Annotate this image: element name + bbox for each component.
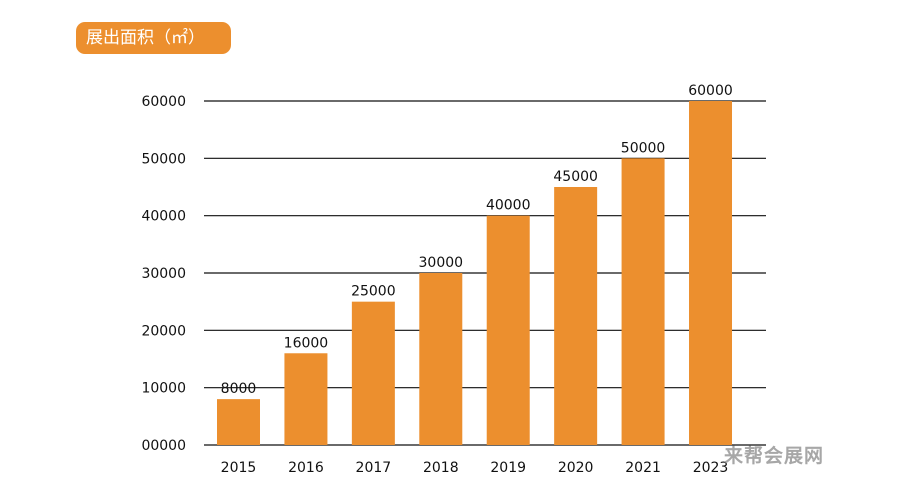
bar-value-label: 30000: [419, 255, 464, 271]
x-tick-label: 2023: [693, 460, 729, 476]
x-tick-label: 2017: [356, 460, 392, 476]
y-tick-label: 00000: [141, 438, 186, 454]
bar-value-label: 25000: [351, 284, 396, 300]
x-tick-label: 2016: [288, 460, 324, 476]
x-tick-label: 2019: [490, 460, 526, 476]
bar-value-label: 8000: [221, 381, 257, 397]
bar: [486, 215, 530, 445]
watermark-text: 来帮会展网: [724, 445, 825, 467]
y-tick-label: 20000: [141, 323, 186, 339]
x-tick-label: 2021: [625, 460, 661, 476]
bar-value-label: 60000: [688, 83, 733, 99]
bar: [419, 273, 463, 445]
bar-value-label: 50000: [621, 140, 666, 156]
y-tick-label: 30000: [141, 266, 186, 282]
bar: [284, 353, 328, 445]
bar: [351, 301, 395, 445]
y-tick-label: 40000: [141, 209, 186, 225]
y-tick-label: 60000: [141, 94, 186, 110]
bar: [621, 158, 665, 446]
x-tick-label: 2018: [423, 460, 459, 476]
x-tick-label: 2015: [221, 460, 257, 476]
bar: [217, 399, 260, 445]
y-tick-label: 10000: [141, 381, 186, 397]
chart-title: 展出面积（㎡）: [86, 28, 205, 48]
x-tick-label: 2020: [558, 460, 594, 476]
y-tick-label: 50000: [141, 151, 186, 167]
chart-title-badge: 展出面积（㎡）: [76, 22, 231, 54]
bar-value-label: 16000: [284, 335, 329, 351]
bar: [554, 187, 598, 445]
bar-value-label: 45000: [553, 169, 598, 185]
bar: [689, 101, 733, 445]
bar-value-label: 40000: [486, 198, 531, 214]
